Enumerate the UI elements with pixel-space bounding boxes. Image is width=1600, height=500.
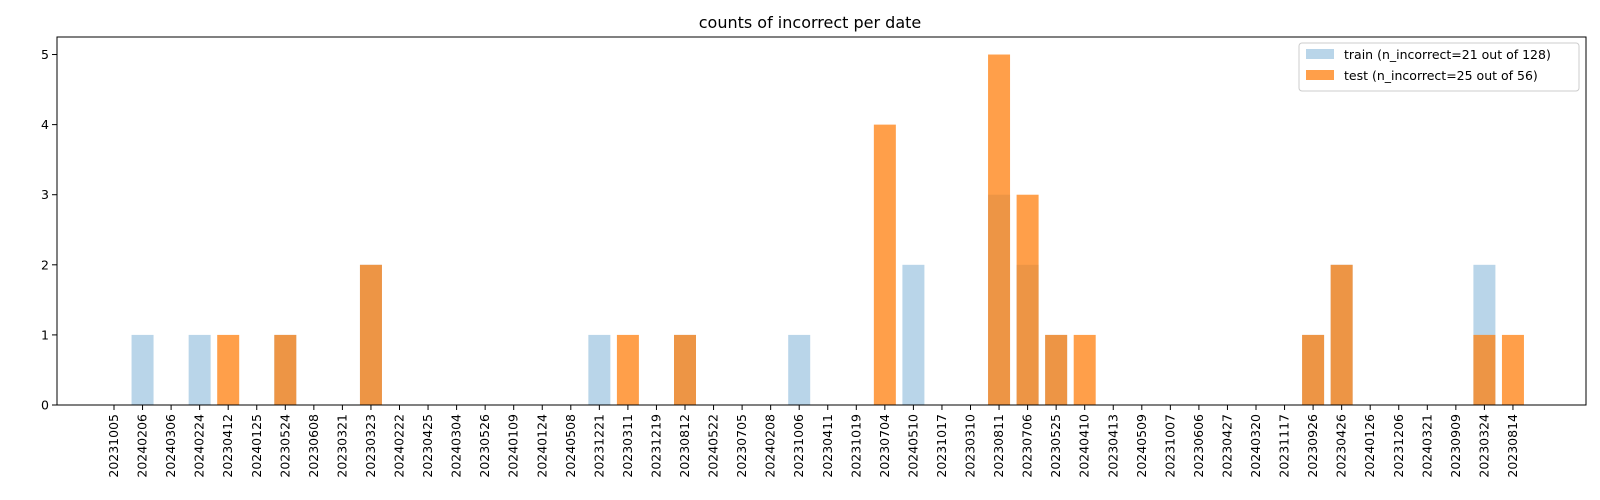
y-tick-label: 1 (41, 327, 49, 342)
bar-test-20240410 (1073, 334, 1096, 405)
x-tick-label: 20240410 (1077, 414, 1092, 478)
x-tick-label: 20230427 (1219, 414, 1234, 478)
x-tick-label: 20230706 (1020, 414, 1035, 478)
bar-train-20240206 (131, 334, 154, 405)
x-tick-label: 20240306 (163, 414, 178, 478)
y-tick-label: 0 (41, 398, 49, 413)
x-tick-label: 20230524 (277, 414, 292, 478)
train-series (131, 194, 1496, 405)
x-tick-label: 20240208 (763, 414, 778, 478)
y-tick-label: 2 (41, 257, 49, 272)
x-tick-label: 20231206 (1391, 414, 1406, 478)
x-tick-label: 20240321 (1419, 414, 1434, 478)
test-series (217, 54, 1524, 406)
x-tick-label: 20230425 (420, 414, 435, 478)
x-tick-label: 20240124 (534, 414, 549, 478)
x-tick-label: 20230426 (1334, 414, 1349, 478)
x-tick-label: 20230311 (620, 414, 635, 478)
x-tick-label: 20230812 (677, 414, 692, 478)
legend-swatch-train (1306, 49, 1334, 59)
x-tick-label: 20230814 (1505, 414, 1520, 478)
x-tick-label: 20230526 (477, 414, 492, 478)
x-tick-label: 20230324 (1476, 414, 1491, 478)
x-tick-label: 20240508 (563, 414, 578, 478)
x-tick-label: 20230413 (1105, 414, 1120, 478)
x-tick-label: 20230525 (1048, 414, 1063, 478)
x-tick-label: 20230926 (1305, 414, 1320, 478)
x-tick-label: 20240125 (249, 414, 264, 478)
x-tick-label: 20240222 (392, 414, 407, 478)
y-tick-label: 5 (41, 47, 49, 62)
legend-label-train: train (n_incorrect=21 out of 128) (1344, 47, 1551, 62)
x-tick-label: 20240510 (905, 414, 920, 478)
x-axis: 20231005 20240206 20240306 20240224 20230412… (106, 405, 1520, 478)
x-tick-label: 20231117 (1277, 414, 1292, 478)
legend-swatch-test (1306, 70, 1334, 80)
x-tick-label: 20240206 (135, 414, 150, 478)
x-tick-label: 20230811 (991, 414, 1006, 478)
x-tick-label: 20230310 (963, 414, 978, 478)
x-tick-label: 20231017 (934, 414, 949, 478)
x-tick-label: 20231219 (648, 414, 663, 478)
legend: train (n_incorrect=21 out of 128) test (n… (1298, 42, 1580, 92)
bar-test-20230811 (988, 54, 1011, 406)
x-tick-label: 20230608 (306, 414, 321, 478)
x-tick-label: 20230909 (1448, 414, 1463, 478)
bar-test-20230324 (1473, 334, 1496, 405)
bar-train-20231221 (588, 334, 611, 405)
bar-test-20230814 (1501, 334, 1524, 405)
bar-test-20230704 (873, 124, 896, 405)
x-tick-label: 20230412 (220, 414, 235, 478)
bar-test-20230926 (1302, 334, 1325, 405)
bar-test-20230323 (359, 264, 382, 405)
bar-test-20230525 (1045, 334, 1068, 405)
x-tick-label: 20240126 (1362, 414, 1377, 478)
chart-title: counts of incorrect per date (699, 13, 922, 32)
x-tick-label: 20231019 (848, 414, 863, 478)
x-tick-label: 20230411 (820, 414, 835, 478)
bar-test-20230812 (674, 334, 696, 405)
x-tick-label: 20231221 (591, 414, 606, 478)
y-axis: 0 1 2 3 4 5 (41, 47, 57, 413)
plot-frame (56, 36, 1587, 406)
legend-box (1298, 42, 1580, 92)
x-tick-label: 20240304 (449, 414, 464, 478)
bar-train-20240510 (902, 264, 925, 405)
x-tick-label: 20230705 (734, 414, 749, 478)
x-tick-label: 20230321 (334, 414, 349, 478)
x-tick-label: 20230704 (877, 414, 892, 478)
bar-test-20230311 (616, 334, 639, 405)
x-tick-label: 20230323 (363, 414, 378, 478)
x-tick-label: 20240522 (706, 414, 721, 478)
bar-train-20240224 (188, 334, 211, 405)
x-tick-label: 20231006 (791, 414, 806, 478)
bar-train-20231006 (788, 334, 811, 405)
bar-test-20230706 (1016, 194, 1039, 405)
x-tick-label: 20231007 (1162, 414, 1177, 478)
x-tick-label: 20230606 (1191, 414, 1206, 478)
x-tick-label: 20240509 (1134, 414, 1149, 478)
y-tick-label: 3 (41, 187, 49, 202)
x-tick-label: 20240320 (1248, 414, 1263, 478)
legend-label-test: test (n_incorrect=25 out of 56) (1344, 68, 1538, 83)
bar-test-20230524 (274, 334, 297, 405)
x-tick-label: 20231005 (106, 414, 121, 478)
bar-test-20230426 (1330, 264, 1353, 405)
x-tick-label: 20240224 (192, 414, 207, 478)
bar-test-20230412 (217, 334, 240, 405)
x-tick-label: 20240109 (506, 414, 521, 478)
y-tick-label: 4 (41, 117, 49, 132)
